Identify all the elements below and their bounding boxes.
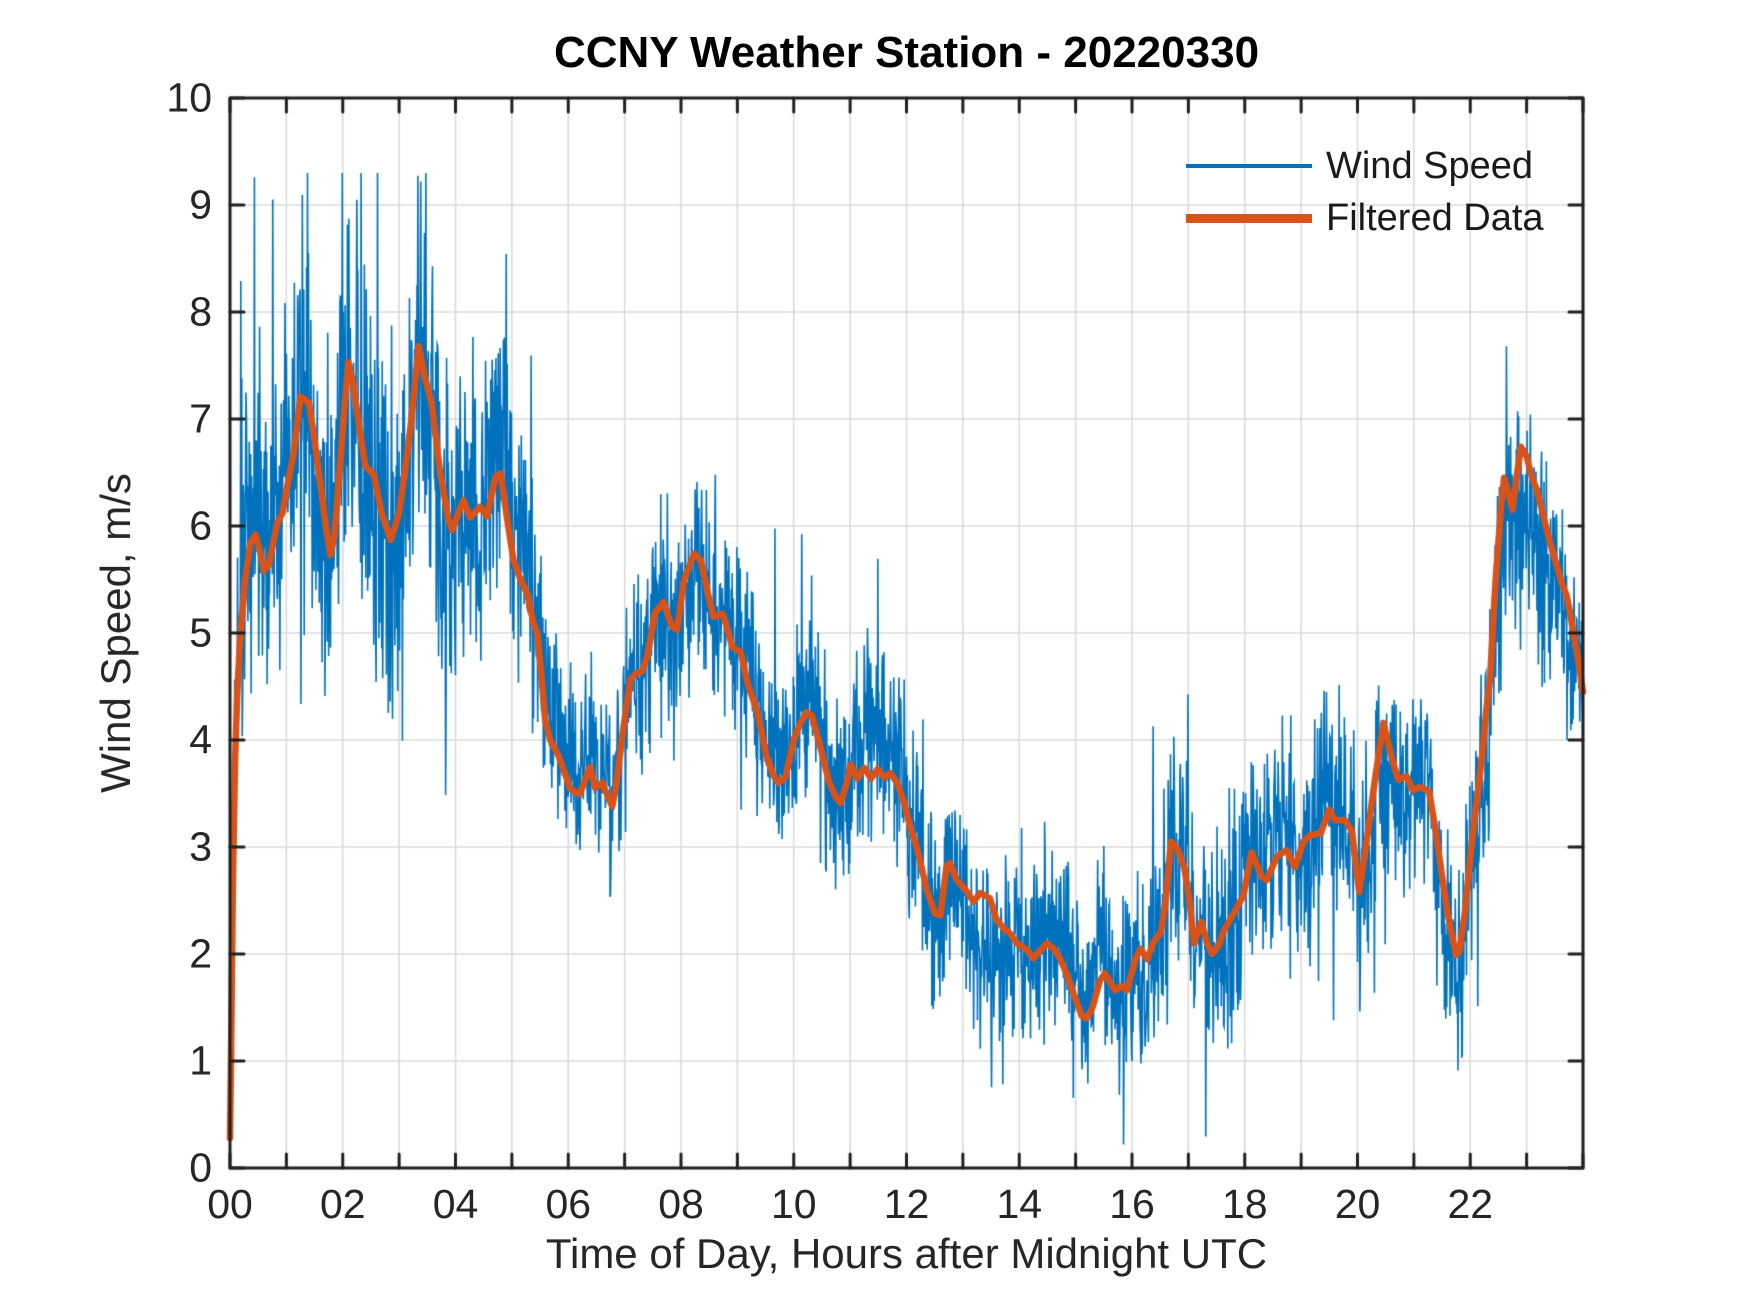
x-tick-label: 12	[883, 1181, 930, 1227]
x-tick-label: 22	[1447, 1181, 1494, 1227]
y-tick-label: 0	[189, 1144, 212, 1191]
y-tick-label: 3	[189, 823, 212, 870]
legend-label-filtered-data: Filtered Data	[1326, 196, 1544, 239]
y-tick-label: 5	[189, 609, 212, 656]
y-tick-label: 2	[189, 930, 212, 977]
x-tick-label: 00	[207, 1181, 253, 1227]
y-tick-label: 9	[189, 181, 212, 228]
x-tick-label: 08	[658, 1181, 704, 1227]
x-tick-label: 04	[432, 1181, 479, 1227]
x-tick-label: 10	[770, 1181, 817, 1227]
y-tick-label: 8	[189, 288, 212, 335]
x-tick-label: 14	[996, 1181, 1043, 1227]
legend-entry-filtered-data: Filtered Data	[1186, 192, 1544, 244]
legend-label-wind-speed: Wind Speed	[1326, 144, 1534, 187]
x-tick-label: 18	[1221, 1181, 1268, 1227]
legend-line-sample-wind-speed	[1186, 164, 1312, 168]
y-tick-label: 7	[189, 395, 212, 442]
legend: Wind Speed Filtered Data	[1186, 140, 1544, 244]
y-tick-label: 6	[189, 502, 212, 549]
legend-entry-wind-speed: Wind Speed	[1186, 140, 1544, 192]
x-axis-label: Time of Day, Hours after Midnight UTC	[545, 1230, 1268, 1277]
legend-line-sample-filtered-data	[1186, 213, 1312, 223]
x-tick-label: 02	[319, 1181, 366, 1227]
y-tick-label: 4	[189, 716, 212, 763]
x-tick-label: 06	[545, 1181, 592, 1227]
y-tick-label: 10	[166, 74, 212, 121]
y-tick-label: 1	[189, 1037, 212, 1084]
x-tick-label: 16	[1109, 1181, 1155, 1227]
y-axis-label: Wind Speed, m/s	[92, 473, 139, 793]
x-tick-label: 20	[1334, 1181, 1381, 1227]
chart-title: CCNY Weather Station - 20220330	[553, 28, 1260, 77]
